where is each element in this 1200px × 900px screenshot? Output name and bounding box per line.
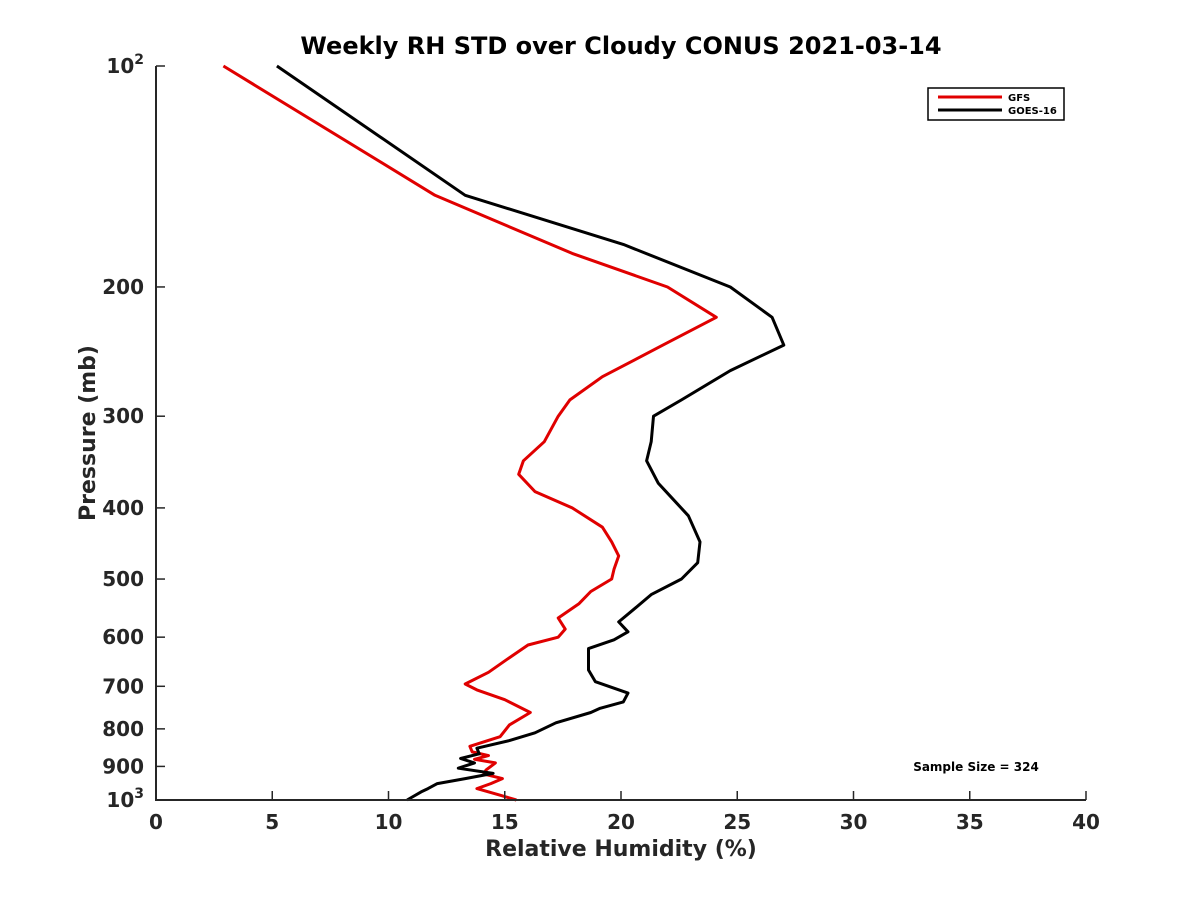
chart-title: Weekly RH STD over Cloudy CONUS 2021-03-… <box>300 32 941 60</box>
x-tick-label: 0 <box>149 810 163 834</box>
plot-lines <box>222 64 786 802</box>
y-axis-label: Pressure (mb) <box>76 345 101 521</box>
x-tick-label: 20 <box>607 810 635 834</box>
y-tick-label: 700 <box>102 674 144 698</box>
series-line-gfs <box>222 64 718 802</box>
x-axis-label: Relative Humidity (%) <box>485 837 757 862</box>
sample-size-annotation: Sample Size = 324 <box>913 760 1039 774</box>
y-tick-label: 102 <box>106 52 144 78</box>
x-tick-label: 30 <box>840 810 868 834</box>
y-tick-label: 200 <box>102 275 144 299</box>
x-tick-label: 40 <box>1072 810 1100 834</box>
y-tick-label: 400 <box>102 496 144 520</box>
legend-box <box>927 87 1065 121</box>
x-tick-label: 25 <box>723 810 751 834</box>
y-tick-label: 600 <box>102 625 144 649</box>
legend-label-gfs: GFS <box>1008 93 1030 104</box>
x-tick-label: 15 <box>491 810 519 834</box>
legend: GFS GOES-16 <box>927 87 1065 121</box>
x-axis: 0 5 10 15 20 25 30 35 40 <box>149 791 1100 834</box>
y-tick-label: 103 <box>106 786 144 812</box>
y-tick-label: 300 <box>102 404 144 428</box>
x-tick-label: 10 <box>375 810 403 834</box>
y-tick-label: 500 <box>102 567 144 591</box>
legend-label-goes16: GOES-16 <box>1008 106 1057 117</box>
y-tick-label: 900 <box>102 754 144 778</box>
y-tick-label: 800 <box>102 717 144 741</box>
x-tick-label: 5 <box>265 810 279 834</box>
series-line-goes-16 <box>276 64 786 802</box>
x-tick-label: 35 <box>956 810 984 834</box>
